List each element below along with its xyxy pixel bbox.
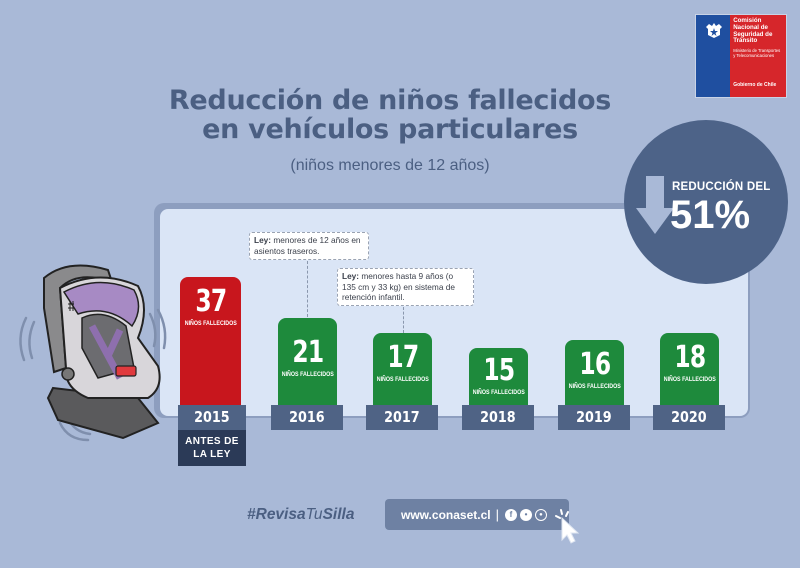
bar-value: 18 <box>673 340 706 375</box>
year-label-2015: 2015 <box>178 405 246 430</box>
before-law-line-1: ANTES DE <box>185 436 239 447</box>
logo-government: Gobierno de Chile <box>733 82 777 88</box>
connector-line-2017 <box>403 307 404 333</box>
facebook-icon[interactable]: f <box>504 508 517 521</box>
title-line-2: en vehículos particulares <box>202 114 578 145</box>
twitter-icon[interactable]: • <box>519 508 532 521</box>
website-url[interactable]: www.conaset.cl <box>401 507 491 522</box>
bar-2015: 37 NIÑOS FALLECIDOS <box>180 277 241 407</box>
bar-value: 21 <box>291 335 324 370</box>
arrow-down-icon <box>636 176 674 234</box>
law-note-label: Ley: <box>342 271 360 281</box>
before-law-line-2: LA LEY <box>193 449 231 460</box>
logo-org-name: Comisión Nacional de Seguridad de Tránsi… <box>733 17 773 45</box>
year-label-2016: 2016 <box>271 405 343 430</box>
year-label-2018: 2018 <box>462 405 534 430</box>
bar-value: 37 <box>194 284 227 319</box>
bar-unit: NIÑOS FALLECIDOS <box>568 383 621 390</box>
year-label-2017: 2017 <box>366 405 438 430</box>
conaset-logo: Comisión Nacional de Seguridad de Tránsi… <box>695 14 787 98</box>
title-line-1: Reducción de niños fallecidos <box>168 85 612 116</box>
car-seat-illustration <box>19 264 167 442</box>
bar-2018: 15 NIÑOS FALLECIDOS <box>469 348 528 407</box>
chile-crest-icon <box>706 23 722 38</box>
before-law-label: ANTES DE LA LEY <box>178 430 246 466</box>
logo-blue-panel <box>696 15 731 97</box>
law-note-label: Ley: <box>254 235 272 245</box>
bar-unit: NIÑOS FALLECIDOS <box>663 376 716 383</box>
bar-2016: 21 NIÑOS FALLECIDOS <box>278 318 337 407</box>
page-subtitle: (niños menores de 12 años) <box>290 157 490 174</box>
reduction-value: 51% <box>670 193 751 237</box>
law-note-2016: Ley: menores de 12 años en asientos tras… <box>249 232 369 260</box>
separator: | <box>495 507 499 522</box>
law-note-text: menores hasta 9 años (o 135 cm y 33 kg) … <box>342 271 455 302</box>
bar-unit: NIÑOS FALLECIDOS <box>184 320 237 327</box>
bar-value: 16 <box>578 347 611 382</box>
year-label-2020: 2020 <box>653 405 725 430</box>
bar-unit: NIÑOS FALLECIDOS <box>472 389 525 396</box>
bar-value: 17 <box>386 340 419 375</box>
bar-2020: 18 NIÑOS FALLECIDOS <box>660 333 719 407</box>
page-title: Reducción de niños fallecidos en vehícul… <box>100 86 680 144</box>
campaign-hashtag: #RevisaTuSilla <box>247 506 355 523</box>
bar-unit: NIÑOS FALLECIDOS <box>376 376 429 383</box>
law-note-text: menores de 12 años en asientos traseros. <box>254 235 361 256</box>
logo-ministry: Ministerio de Transportes y Telecomunica… <box>733 48 781 59</box>
logo-red-panel: Comisión Nacional de Seguridad de Tránsi… <box>730 15 786 97</box>
instagram-icon[interactable]: ● <box>534 508 547 521</box>
bar-2019: 16 NIÑOS FALLECIDOS <box>565 340 624 407</box>
reduction-label: REDUCCIÓN DEL <box>672 181 771 193</box>
website-link-box[interactable]: www.conaset.cl | f • ● <box>385 499 569 530</box>
bar-unit: NIÑOS FALLECIDOS <box>281 371 334 378</box>
law-note-2017: Ley: menores hasta 9 años (o 135 cm y 33… <box>337 268 474 306</box>
bar-value: 15 <box>482 353 515 388</box>
bar-2017: 17 NIÑOS FALLECIDOS <box>373 333 432 407</box>
year-label-2019: 2019 <box>558 405 630 430</box>
cursor-click-icon <box>555 509 580 544</box>
connector-line-2016 <box>307 261 308 317</box>
